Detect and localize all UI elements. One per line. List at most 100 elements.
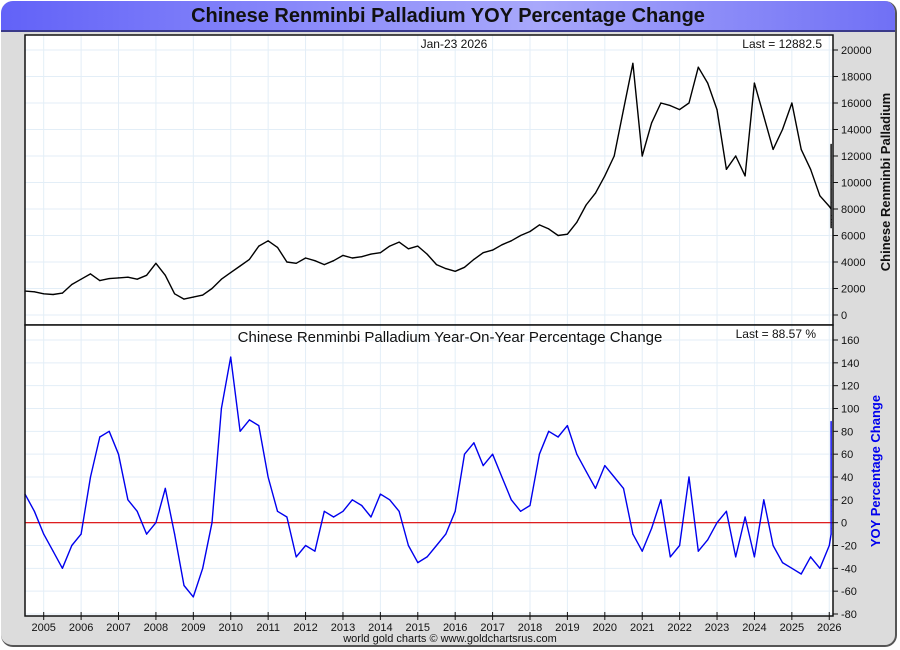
price-data-point	[445, 268, 447, 270]
yoy-data-point	[810, 556, 812, 558]
x-tick-label: 2024	[742, 622, 766, 634]
price-data-point	[127, 276, 129, 278]
yoy-data-point	[557, 436, 559, 438]
price-ytick-label: 6000	[841, 231, 865, 243]
yoy-ytick-label: -40	[841, 563, 857, 575]
price-data-point	[473, 258, 475, 260]
yoy-data-point	[174, 533, 176, 535]
price-data-point	[830, 224, 832, 226]
price-data-point	[417, 245, 419, 247]
yoy-data-point	[781, 562, 784, 564]
price-data-point	[828, 205, 830, 207]
yoy-ytick-label: 140	[841, 358, 859, 370]
yoy-data-point	[688, 476, 690, 478]
yoy-data-point	[697, 550, 699, 552]
x-tick-label: 2014	[368, 622, 392, 634]
yoy-panel: -80 -60 -40 -20 0 20 40 60 80 100 120 140 160	[24, 324, 859, 621]
price-data-point	[520, 234, 522, 237]
price-data-point	[230, 272, 232, 274]
yoy-data-point	[89, 476, 92, 478]
yoy-data-point	[548, 430, 550, 432]
yoy-axis-label: YOY Percentage Change	[868, 395, 883, 547]
price-ytick-label: 4000	[841, 257, 865, 269]
price-data-point	[71, 283, 73, 286]
yoy-data-point	[576, 453, 578, 455]
price-data-point	[323, 264, 325, 266]
price-data-point	[632, 62, 634, 64]
yoy-data-point	[735, 556, 737, 558]
price-data-point	[295, 262, 297, 264]
yoy-data-point	[33, 510, 36, 512]
yoy-data-point	[136, 510, 138, 512]
yoy-data-point	[669, 556, 671, 558]
price-data-point	[174, 293, 176, 295]
yoy-data-point	[417, 562, 419, 564]
yoy-data-point	[407, 544, 409, 547]
yoy-data-point	[52, 550, 54, 552]
yoy-data-point	[295, 556, 297, 558]
yoy-data-point	[830, 527, 832, 530]
x-tick-label: 2008	[144, 622, 168, 634]
x-tick-label: 2007	[106, 622, 130, 634]
price-data-point	[99, 280, 101, 282]
x-tick-label: 2005	[31, 622, 55, 634]
x-tick-label: 2020	[593, 622, 617, 634]
price-data-point	[613, 155, 615, 157]
price-data-point	[697, 66, 699, 68]
x-tick-label: 2022	[667, 622, 691, 634]
yoy-data-point	[305, 544, 307, 547]
yoy-data-point	[473, 442, 475, 444]
price-data-point	[576, 221, 578, 223]
yoy-data-point	[127, 499, 129, 501]
x-tick-label: 2011	[256, 622, 280, 634]
x-tick-label: 2021	[630, 622, 654, 634]
yoy-data-point	[510, 499, 512, 501]
x-tick-label: 2010	[218, 622, 242, 634]
yoy-data-point	[361, 504, 363, 507]
price-plot-area	[25, 35, 833, 325]
yoy-data-point	[800, 573, 802, 575]
yoy-data-point	[267, 476, 269, 478]
yoy-data-point	[501, 476, 503, 478]
price-data-point	[492, 249, 494, 251]
price-data-point	[830, 215, 832, 217]
price-data-point	[688, 102, 690, 104]
yoy-data-point	[679, 544, 681, 547]
price-last-label: Last = 12882.5	[742, 37, 822, 51]
yoy-data-point	[707, 539, 709, 541]
price-ytick-label: 14000	[841, 125, 872, 137]
yoy-data-point	[314, 550, 316, 552]
yoy-data-point	[613, 476, 615, 478]
price-data-point	[482, 252, 484, 254]
price-panel: 0 2000 4000 6000 8000 10000 12000 14000 16000 180…	[24, 34, 872, 326]
yoy-data-point	[830, 499, 832, 501]
yoy-data-point	[492, 453, 494, 455]
yoy-data-point	[763, 499, 765, 501]
price-data-point	[108, 278, 110, 280]
price-data-point	[501, 244, 503, 246]
price-data-point	[707, 82, 709, 84]
yoy-data-point	[286, 516, 288, 518]
yoy-data-point	[585, 470, 587, 472]
price-data-point	[370, 253, 372, 255]
yoy-data-point	[276, 510, 279, 512]
yoy-data-point	[379, 493, 381, 495]
x-tick-label: 2026	[817, 622, 841, 634]
price-data-point	[305, 257, 307, 259]
price-data-point	[557, 234, 559, 237]
price-data-point	[52, 293, 54, 296]
credit-footer: world gold charts © www.goldchartsrus.co…	[343, 633, 557, 645]
price-data-point	[529, 230, 531, 233]
yoy-last-label: Last = 88.57 %	[736, 327, 817, 341]
yoy-data-point	[482, 465, 484, 467]
x-tick-label: 2009	[181, 622, 205, 634]
price-data-point	[744, 175, 746, 177]
x-tick-label: 2023	[705, 622, 729, 634]
yoy-data-point	[61, 567, 64, 569]
price-data-point	[810, 168, 812, 170]
price-ytick-label: 2000	[841, 284, 865, 296]
price-data-point	[211, 287, 213, 290]
yoy-data-point	[772, 544, 774, 547]
price-data-point	[136, 278, 138, 280]
price-data-point	[258, 245, 260, 247]
